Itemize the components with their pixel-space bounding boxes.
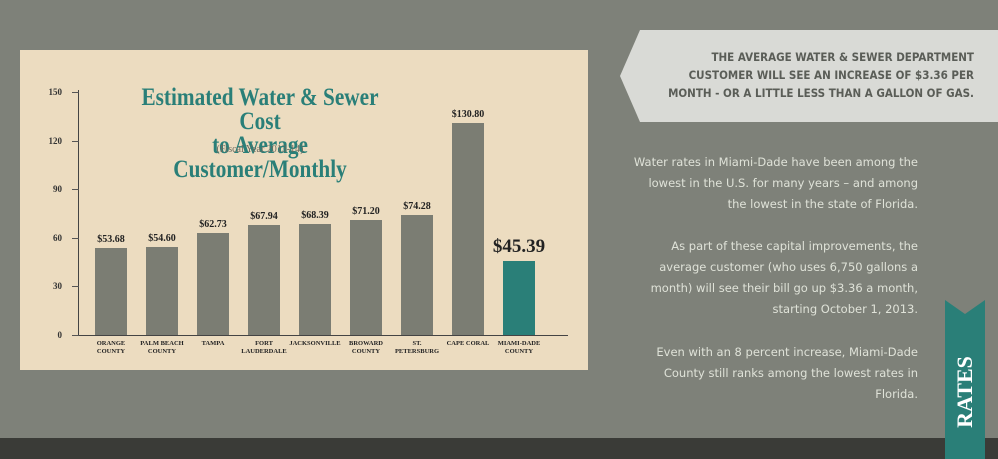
data-label: $53.68: [97, 234, 125, 246]
data-label: $67.94: [250, 210, 278, 222]
bar: [95, 248, 127, 335]
y-tick-label: 0: [57, 330, 63, 340]
y-tick-label: 60: [53, 232, 62, 243]
x-tick-label: PALM BEACH COUNTY: [140, 340, 184, 355]
bar: [503, 261, 535, 335]
y-tick-label: 120: [48, 135, 63, 146]
title-line: to Average Customer/Monthly: [173, 132, 347, 183]
data-label: $74.28: [403, 200, 431, 212]
paragraph: Even with an 8 percent increase, Miami-D…: [656, 345, 918, 401]
y-tick-label: 150: [48, 87, 63, 97]
tick-mark: [72, 92, 79, 93]
chart-title: Estimated Water & Sewer Cost to Average C…: [124, 84, 396, 183]
data-label: $45.39: [492, 236, 546, 258]
bar: [248, 224, 280, 335]
chart-subtitle: (Fiscal Year 2013-14): [216, 144, 304, 155]
callout-text: THE AVERAGE WATER & SEWER DEPARTMENT CUS…: [668, 50, 974, 100]
bar: [299, 224, 331, 335]
tick-mark: [72, 335, 79, 336]
bar: [401, 214, 433, 335]
y-axis: [78, 90, 79, 336]
paragraph: Water rates in Miami-Dade have been amon…: [633, 155, 918, 211]
data-label: $68.39: [301, 210, 329, 222]
tab-label[interactable]: RATES: [952, 356, 977, 428]
bar: [350, 219, 382, 335]
title-line: Estimated Water & Sewer Cost: [141, 84, 379, 135]
data-label: $62.73: [199, 219, 227, 231]
data-label: $54.60: [148, 232, 176, 244]
data-label: $130.80: [451, 109, 485, 121]
data-label: $71.20: [352, 205, 380, 217]
chart: Estimated Water & Sewer Cost to Average C…: [20, 50, 588, 370]
x-tick-label: TAMPA: [201, 340, 225, 347]
bar: [197, 233, 229, 335]
paragraph: As part of these capital improvements, t…: [650, 239, 918, 316]
bar: [452, 123, 484, 335]
x-tick-label: BROWARD COUNTY: [349, 340, 383, 355]
x-tick-label: MIAMI-DADE COUNTY: [497, 340, 541, 355]
tick-mark: [72, 140, 79, 142]
x-tick-label: CAPE CORAL: [446, 340, 490, 347]
x-axis: [78, 335, 568, 336]
callout: THE AVERAGE WATER & SEWER DEPARTMENT CUS…: [620, 30, 998, 122]
x-tick-label: ORANGE COUNTY: [96, 340, 126, 355]
tick-mark: [72, 237, 79, 239]
side-tab[interactable]: RATES: [945, 300, 985, 459]
y-tick-label: 30: [53, 281, 62, 292]
tick-mark: [72, 286, 79, 288]
bar: [146, 246, 178, 335]
tick-mark: [72, 189, 79, 191]
x-tick-label: JACKSONVILLE: [289, 340, 341, 347]
x-tick-label: FORT LAUDERDALE: [241, 340, 287, 355]
footer-bar: [0, 438, 998, 459]
x-tick-label: ST. PETERSBURG: [394, 340, 440, 355]
y-tick-label: 90: [53, 184, 62, 195]
